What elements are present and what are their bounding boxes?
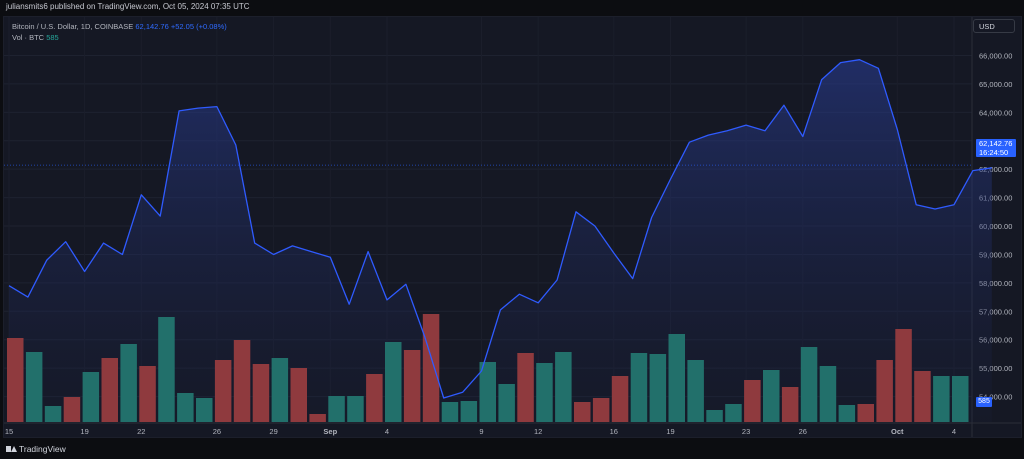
volume-bar	[291, 368, 308, 422]
price-volume-chart[interactable]: 54,000.00 55,000.00 56,000.00 57,000.00 58,0…	[4, 17, 1021, 437]
volume-bar	[26, 352, 43, 422]
x-tick-label: 23	[742, 427, 750, 436]
x-tick-label: 4	[385, 427, 389, 436]
tradingview-brand[interactable]: TradingView	[6, 444, 66, 454]
last-price-value: 62,142.76	[979, 139, 1016, 148]
y-tick-label: 64,000.00	[979, 108, 1012, 117]
volume-bar	[687, 360, 704, 422]
x-tick-label: 19	[666, 427, 674, 436]
chart-frame[interactable]: 54,000.00 55,000.00 56,000.00 57,000.00 58,0…	[3, 16, 1022, 438]
volume-bar	[876, 360, 893, 422]
x-tick-label: Oct	[891, 427, 904, 436]
volume-bar	[196, 398, 213, 422]
chart-legend: Bitcoin / U.S. Dollar, 1D, COINBASE 62,1…	[12, 21, 227, 43]
volume-bar	[102, 358, 119, 422]
volume-bar	[177, 393, 194, 422]
volume-bar	[45, 406, 62, 422]
legend-volume-row: Vol · BTC 585	[12, 32, 227, 43]
volume-bar	[328, 396, 345, 422]
volume-bar	[669, 334, 686, 422]
volume-bar	[706, 410, 723, 422]
x-tick-label: 22	[137, 427, 145, 436]
y-tick-label: 65,000.00	[979, 80, 1012, 89]
volume-bar	[858, 404, 875, 422]
legend-symbol: Bitcoin / U.S. Dollar, 1D, COINBASE	[12, 22, 133, 31]
volume-bar	[725, 404, 742, 422]
x-tick-label: 12	[534, 427, 542, 436]
volume-bar	[385, 342, 402, 422]
volume-bar	[763, 370, 780, 422]
x-tick-label: 26	[213, 427, 221, 436]
volume-bar	[593, 398, 610, 422]
brand-label: TradingView	[19, 444, 66, 454]
volume-bar	[574, 402, 591, 422]
tradingview-logo-icon	[6, 445, 16, 453]
volume-bar	[631, 353, 648, 422]
legend-price-row: Bitcoin / U.S. Dollar, 1D, COINBASE 62,1…	[12, 21, 227, 32]
volume-bar	[914, 371, 931, 422]
volume-bar	[83, 372, 100, 422]
volume-bar	[933, 376, 950, 422]
volume-bar	[7, 338, 24, 422]
volume-bar	[612, 376, 629, 422]
volume-bar	[952, 376, 969, 422]
top-bar: juliansmits6 published on TradingView.co…	[0, 0, 1024, 16]
volume-bar	[309, 414, 326, 422]
volume-bar	[820, 366, 837, 422]
y-tick-label: 66,000.00	[979, 51, 1012, 60]
volume-bar	[536, 363, 553, 422]
volume-bar	[517, 353, 534, 422]
currency-button[interactable]: USD	[973, 19, 1015, 33]
x-tick-label: 15	[5, 427, 13, 436]
x-tick-label: 26	[799, 427, 807, 436]
volume-bar	[120, 344, 136, 422]
last-price-tag: 62,142.76 16:24:50	[976, 139, 1016, 157]
volume-bar	[801, 347, 818, 422]
volume-bar	[895, 329, 912, 422]
footer: TradingView	[0, 438, 1024, 459]
volume-bar	[744, 380, 761, 422]
last-price-countdown: 16:24:50	[979, 148, 1016, 157]
legend-volume-label: Vol · BTC	[12, 33, 44, 42]
volume-bar	[234, 340, 251, 422]
volume-bar	[498, 384, 515, 422]
volume-bar	[366, 374, 383, 422]
volume-bar	[442, 402, 459, 422]
volume-tag: 585	[976, 397, 992, 407]
volume-bar	[423, 314, 440, 422]
volume-bar	[272, 358, 289, 422]
price-area-fill	[9, 60, 992, 422]
volume-bar	[782, 387, 799, 422]
x-tick-label: 19	[80, 427, 88, 436]
legend-volume-value: 585	[46, 33, 59, 42]
publish-info: juliansmits6 published on TradingView.co…	[6, 2, 250, 11]
volume-bar	[404, 350, 421, 422]
volume-bar	[347, 396, 364, 422]
volume-bar	[555, 352, 572, 422]
x-tick-label: 4	[952, 427, 956, 436]
volume-bar	[253, 364, 270, 422]
volume-bar	[139, 366, 156, 422]
x-tick-label: 29	[269, 427, 277, 436]
x-tick-label: 16	[610, 427, 618, 436]
volume-bar	[215, 360, 232, 422]
volume-bar	[650, 354, 667, 422]
x-tick-label: Sep	[323, 427, 337, 436]
volume-bar	[461, 401, 478, 422]
legend-change: +52.05 (+0.08%)	[171, 22, 227, 31]
x-tick-label: 9	[479, 427, 483, 436]
volume-bar	[158, 317, 175, 422]
volume-bar	[839, 405, 856, 422]
legend-price: 62,142.76	[135, 22, 168, 31]
volume-bar	[64, 397, 80, 422]
